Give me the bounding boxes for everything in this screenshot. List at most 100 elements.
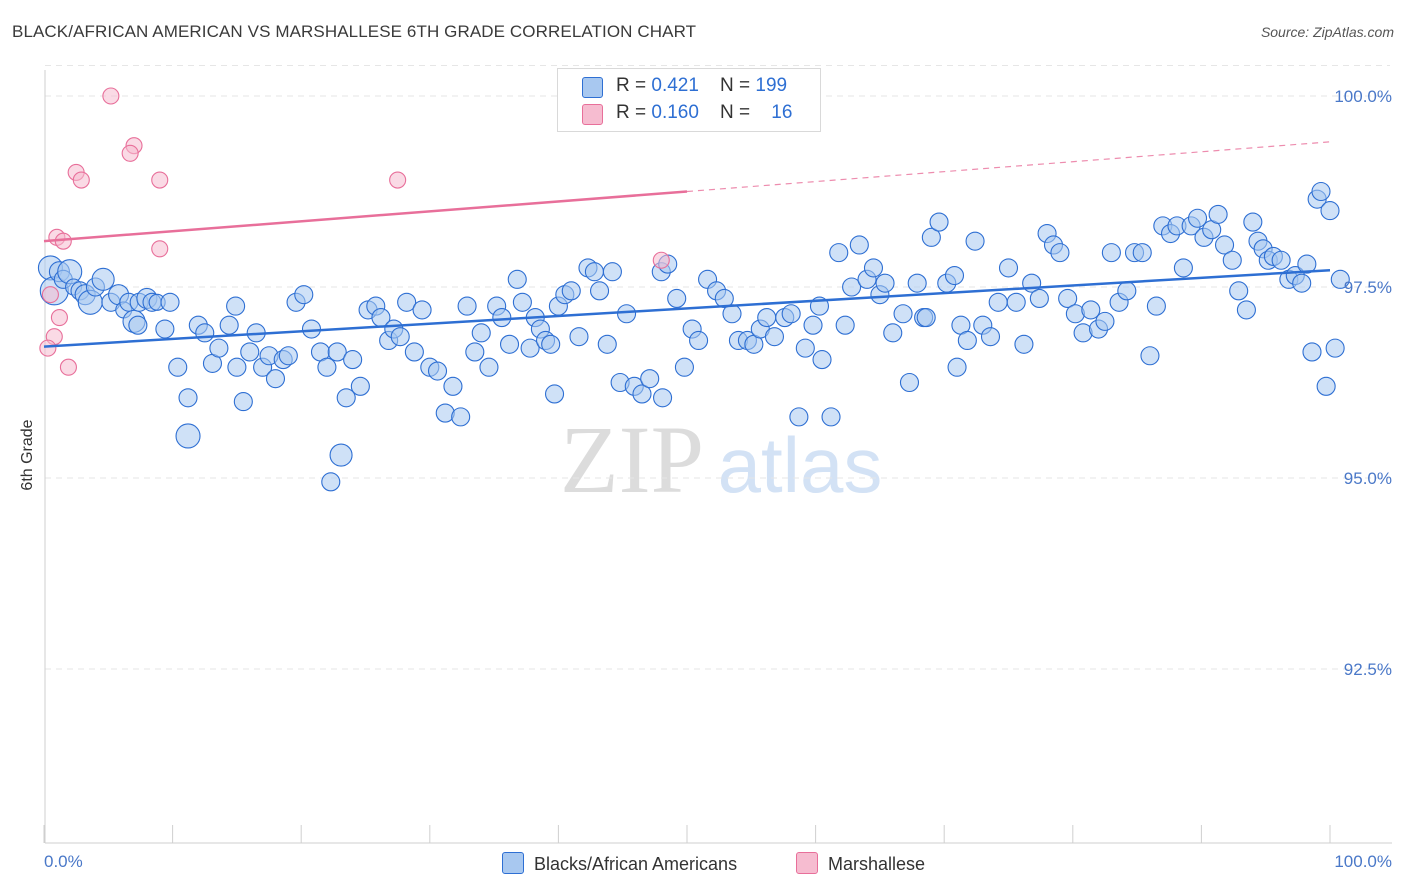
data-point xyxy=(1146,296,1166,316)
stats-legend: R = 0.421 N = 199 R = 0.160 N = 16 xyxy=(557,68,821,132)
data-point xyxy=(916,308,936,328)
watermark: ZIP atlas xyxy=(560,406,882,513)
data-point xyxy=(863,258,884,278)
data-point xyxy=(875,273,895,293)
y-tick-label: 100.0% xyxy=(1334,87,1392,106)
data-point xyxy=(674,357,694,377)
data-point xyxy=(471,323,491,343)
data-point xyxy=(457,296,477,316)
data-point xyxy=(569,327,589,347)
data-point xyxy=(1302,342,1322,362)
data-point xyxy=(980,327,1001,347)
data-point xyxy=(412,300,432,320)
data-point xyxy=(714,288,734,309)
data-point xyxy=(492,308,512,328)
data-point xyxy=(632,384,652,404)
data-point xyxy=(102,87,120,105)
data-point xyxy=(1271,250,1291,270)
data-point xyxy=(219,315,239,335)
data-point xyxy=(929,212,949,232)
y-tick-label: 92.5% xyxy=(1343,660,1392,679)
data-point xyxy=(617,304,637,324)
y-tick-label: 95.0% xyxy=(1343,469,1392,488)
data-point xyxy=(907,273,927,293)
data-point xyxy=(41,286,59,304)
source-label: Source: ZipAtlas.com xyxy=(1260,24,1394,40)
data-point xyxy=(121,144,139,162)
data-point xyxy=(151,240,169,258)
y-tick-label: 97.5% xyxy=(1343,278,1392,297)
data-point xyxy=(72,171,90,189)
r-value: 0.160 xyxy=(651,102,699,123)
data-point xyxy=(812,350,832,370)
data-point xyxy=(1117,281,1137,301)
data-point xyxy=(781,304,801,324)
data-point xyxy=(842,277,862,297)
blue-swatch xyxy=(582,77,603,98)
chart-title: BLACK/AFRICAN AMERICAN VS MARSHALLESE 6T… xyxy=(12,22,697,41)
data-point xyxy=(278,346,298,366)
data-point xyxy=(390,327,410,347)
data-point xyxy=(59,358,77,376)
watermark-zip: ZIP xyxy=(560,406,704,513)
pink-swatch xyxy=(582,104,603,125)
data-point xyxy=(849,235,869,255)
n-value: 199 xyxy=(755,75,788,96)
data-point xyxy=(795,338,815,358)
data-point xyxy=(317,357,337,377)
series-blacks xyxy=(37,181,1350,492)
data-point xyxy=(195,323,215,343)
data-point xyxy=(1320,201,1340,221)
data-point xyxy=(1311,181,1331,202)
legend-label: Blacks/African Americans xyxy=(534,854,738,874)
legend-item-marshallese[interactable]: Marshallese xyxy=(796,852,925,875)
data-point xyxy=(397,292,417,312)
data-point xyxy=(1297,254,1317,274)
data-point xyxy=(91,267,115,291)
data-point xyxy=(998,258,1019,278)
data-point xyxy=(265,369,286,389)
data-point xyxy=(1243,212,1263,232)
data-point xyxy=(301,319,322,339)
data-point xyxy=(1222,250,1242,270)
data-point xyxy=(329,443,353,467)
data-point xyxy=(803,315,823,335)
data-point xyxy=(652,251,670,269)
watermark-atlas: atlas xyxy=(718,421,883,509)
data-point xyxy=(155,319,175,339)
data-point xyxy=(957,330,977,351)
legend-item-blacks[interactable]: Blacks/African Americans xyxy=(502,852,737,875)
data-point xyxy=(764,327,784,347)
data-point xyxy=(389,171,407,189)
data-point xyxy=(39,339,57,357)
pink-swatch xyxy=(796,852,818,874)
data-point xyxy=(899,372,920,393)
grid-lines xyxy=(45,64,1390,670)
r-value: 0.421 xyxy=(651,75,699,96)
data-point xyxy=(240,342,260,362)
data-point xyxy=(160,292,180,312)
data-point xyxy=(1208,204,1228,224)
data-point xyxy=(168,357,188,377)
data-point xyxy=(404,342,424,362)
data-point xyxy=(507,269,527,289)
data-point xyxy=(829,243,849,263)
data-point xyxy=(1132,243,1152,263)
data-point xyxy=(965,231,985,251)
data-point xyxy=(1029,288,1049,309)
y-axis-label: 6th Grade xyxy=(19,419,36,491)
data-point xyxy=(336,388,356,408)
data-point xyxy=(835,315,855,335)
blue-swatch xyxy=(502,852,524,874)
data-point xyxy=(757,308,777,328)
data-point xyxy=(921,227,941,247)
data-point xyxy=(294,285,314,305)
data-point xyxy=(1173,258,1193,278)
n-value: 16 xyxy=(771,102,793,123)
data-point xyxy=(1325,338,1345,358)
x-tick-label: 0.0% xyxy=(44,852,83,871)
data-point xyxy=(343,350,363,370)
data-point xyxy=(451,407,471,427)
data-point xyxy=(722,304,742,324)
data-point xyxy=(1187,208,1208,228)
